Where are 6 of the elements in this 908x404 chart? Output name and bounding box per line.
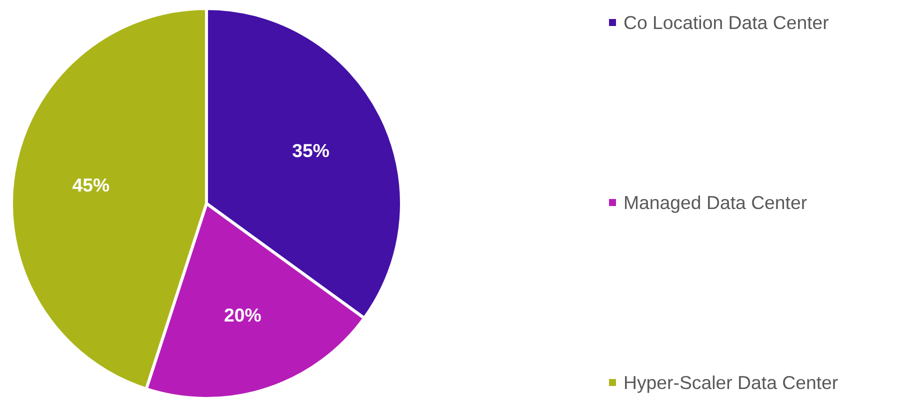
legend-label: Hyper-Scaler Data Center [624,372,838,393]
data-label: 45% [72,174,110,196]
legend-label: Managed Data Center [624,192,808,213]
data-label: 35% [292,140,330,161]
data-label: 20% [224,304,262,326]
legend-label: Co Location Data Center [624,12,829,33]
